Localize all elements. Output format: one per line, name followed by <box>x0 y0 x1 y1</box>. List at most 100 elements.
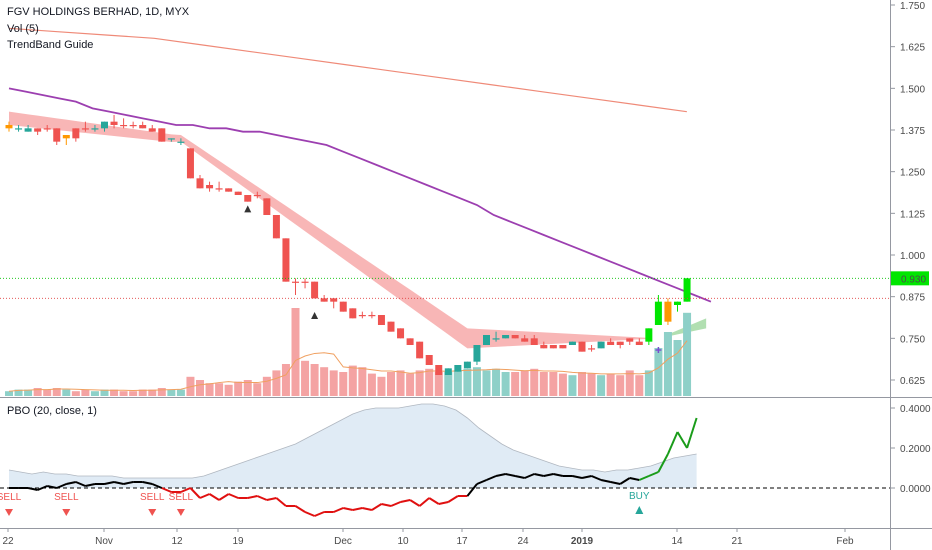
time-tick-label: 2019 <box>571 536 594 547</box>
volume-bar <box>320 367 329 396</box>
volume-bar <box>415 370 424 396</box>
candle-body <box>282 238 290 282</box>
candle-body <box>568 341 576 345</box>
volume-bar <box>606 373 615 396</box>
volume-bar <box>539 372 548 396</box>
pbo-line-segment <box>27 487 38 491</box>
volume-bars <box>5 308 692 396</box>
sell-signal-label: SELL <box>0 492 22 503</box>
pbo-tick-label: 0.2000 <box>900 444 931 455</box>
candle-body <box>358 315 366 317</box>
volume-bar <box>578 372 586 396</box>
pbo-pane: SELL SELL SELL SELL BUY <box>0 403 890 517</box>
candle-body <box>244 195 252 202</box>
candle-body <box>330 298 338 302</box>
candle-body <box>158 128 166 142</box>
volume-bar <box>281 364 290 396</box>
pbo-line-segment <box>66 481 77 485</box>
volume-bar <box>406 373 415 396</box>
pbo-line-segment <box>667 431 679 455</box>
volume-bar <box>511 372 520 396</box>
price-tick-label: 1.375 <box>900 126 925 137</box>
candle-body <box>301 281 309 283</box>
volume-bar <box>663 332 672 396</box>
volume-bar <box>597 375 606 396</box>
time-tick-label: 21 <box>731 536 743 547</box>
candle-body <box>72 128 80 139</box>
candle-body <box>607 341 615 345</box>
volume-bar <box>377 376 386 396</box>
legend-trendband: TrendBand Guide <box>7 39 93 51</box>
candle-body <box>368 315 376 317</box>
pbo-line-segment <box>352 507 363 511</box>
time-tick-label: Dec <box>334 536 352 547</box>
candle-body <box>530 338 538 345</box>
pbo-line-segment <box>400 499 411 503</box>
candle-body <box>578 341 586 352</box>
candle-body <box>120 125 128 127</box>
candle-body <box>616 341 624 345</box>
volume-bar <box>625 370 634 396</box>
marker-triangle <box>311 312 319 319</box>
candle-body <box>186 148 194 179</box>
volume-bar <box>482 370 491 396</box>
pbo-line-segment <box>209 493 220 501</box>
candles <box>5 115 691 375</box>
time-tick-label: Feb <box>836 536 854 547</box>
volume-bar <box>243 380 252 396</box>
pbo-line-segment <box>142 481 153 485</box>
pbo-line-segment <box>686 417 698 449</box>
candle-body <box>654 301 662 325</box>
price-tick-label: 1.750 <box>900 1 925 12</box>
pbo-line-segment <box>438 501 449 505</box>
pbo-line-segment <box>476 479 487 485</box>
candle-body <box>425 355 433 365</box>
volume-bar <box>463 368 472 396</box>
candle-body <box>62 135 70 139</box>
volume-bar <box>558 373 567 396</box>
sell-arrow <box>5 509 13 516</box>
volume-bar <box>24 389 33 396</box>
time-tick-label: 22 <box>2 536 14 547</box>
volume-bar <box>367 373 376 396</box>
pbo-line-segment <box>381 503 392 507</box>
pbo-line-segment <box>161 487 172 493</box>
legend-vol: Vol (5) <box>7 23 39 35</box>
candle-body <box>521 338 529 342</box>
pbo-line-segment <box>409 499 421 507</box>
pbo-line-segment <box>371 503 382 511</box>
pbo-line-segment <box>333 507 344 513</box>
candle-body <box>320 298 328 302</box>
pbo-line-segment <box>390 501 401 507</box>
candle-body <box>311 281 319 299</box>
sell-signal-label: SELL <box>54 492 79 503</box>
volume-bar <box>453 370 462 396</box>
pbo-line-segment <box>447 495 459 503</box>
candle-body <box>53 128 61 142</box>
candle-body <box>473 345 481 362</box>
pbo-line-segment <box>514 475 525 479</box>
candle-body <box>91 128 99 130</box>
volume-bar <box>62 389 71 396</box>
volume-bar <box>587 373 596 396</box>
volume-bar <box>176 389 185 396</box>
pbo-line-segment <box>619 477 631 485</box>
pbo-line-segment <box>610 481 621 485</box>
volume-bar <box>348 365 357 396</box>
candle-body <box>101 121 108 129</box>
candle-body <box>664 301 672 322</box>
pbo-tick-label: 0.0000 <box>900 484 931 495</box>
candle-body <box>253 195 261 197</box>
volume-bar <box>644 370 653 396</box>
marker-triangle <box>244 205 252 213</box>
volume-bar <box>110 389 119 396</box>
volume-bar <box>492 368 501 396</box>
candle-body <box>129 125 137 127</box>
candle-body <box>196 178 204 189</box>
pbo-line-segment <box>495 473 506 477</box>
volume-bar <box>673 340 682 396</box>
pbo-line-segment <box>218 493 230 501</box>
price-tick-label: 1.250 <box>900 168 925 179</box>
candle-body <box>148 128 156 132</box>
